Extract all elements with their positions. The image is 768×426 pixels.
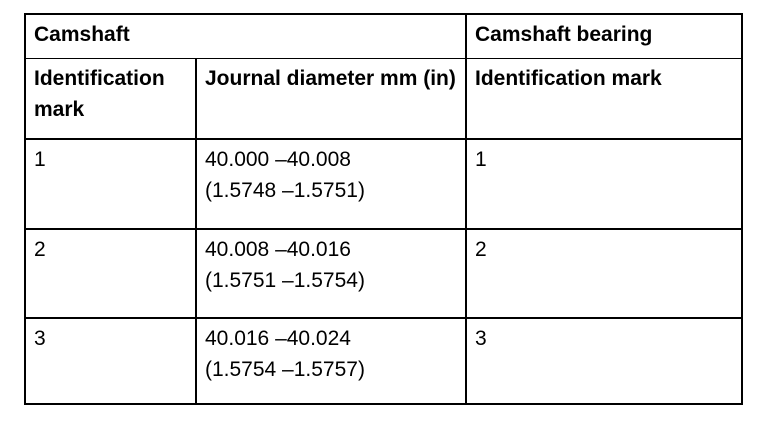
bearing-mark-cell: 3 xyxy=(465,317,744,405)
journal-diameter-mm: 40.008 –40.016 xyxy=(205,238,351,261)
journal-diameter-in: (1.5751 –1.5754) xyxy=(205,269,365,292)
journal-diameter-mm: 40.016 –40.024 xyxy=(205,327,351,350)
table-row: 1 40.000 –40.008 (1.5748 –1.5751) 1 xyxy=(24,138,744,230)
journal-diameter-cell: 40.008 –40.016 (1.5751 –1.5754) xyxy=(194,228,468,319)
camshaft-mark-cell: 2 xyxy=(24,228,197,319)
column-header-row: Identification mark Journal diameter mm … xyxy=(24,57,744,140)
column-header-journal-diameter: Journal diameter mm (in) xyxy=(194,57,468,140)
bearing-mark-cell: 1 xyxy=(465,138,744,230)
journal-diameter-in: (1.5748 –1.5751) xyxy=(205,179,365,202)
group-header-camshaft-bearing: Camshaft bearing xyxy=(465,13,744,59)
journal-diameter-cell: 40.016 –40.024 (1.5754 –1.5757) xyxy=(194,317,468,405)
group-header-row: Camshaft Camshaft bearing xyxy=(23,13,744,59)
table-row: 3 40.016 –40.024 (1.5754 –1.5757) 3 xyxy=(24,317,744,405)
camshaft-spec-table: Camshaft Camshaft bearing Identification… xyxy=(23,13,744,405)
journal-diameter-in: (1.5754 –1.5757) xyxy=(205,358,365,381)
journal-diameter-mm: 40.000 –40.008 xyxy=(205,148,351,171)
journal-diameter-cell: 40.000 –40.008 (1.5748 –1.5751) xyxy=(194,138,468,230)
group-header-camshaft: Camshaft xyxy=(23,13,468,59)
camshaft-mark-cell: 3 xyxy=(24,317,197,405)
table-row: 2 40.008 –40.016 (1.5751 –1.5754) 2 xyxy=(24,228,744,319)
column-header-identification-mark: Identification mark xyxy=(24,57,197,140)
bearing-mark-cell: 2 xyxy=(465,228,744,319)
column-header-bearing-identification-mark: Identification mark xyxy=(465,57,744,140)
camshaft-mark-cell: 1 xyxy=(24,138,197,230)
